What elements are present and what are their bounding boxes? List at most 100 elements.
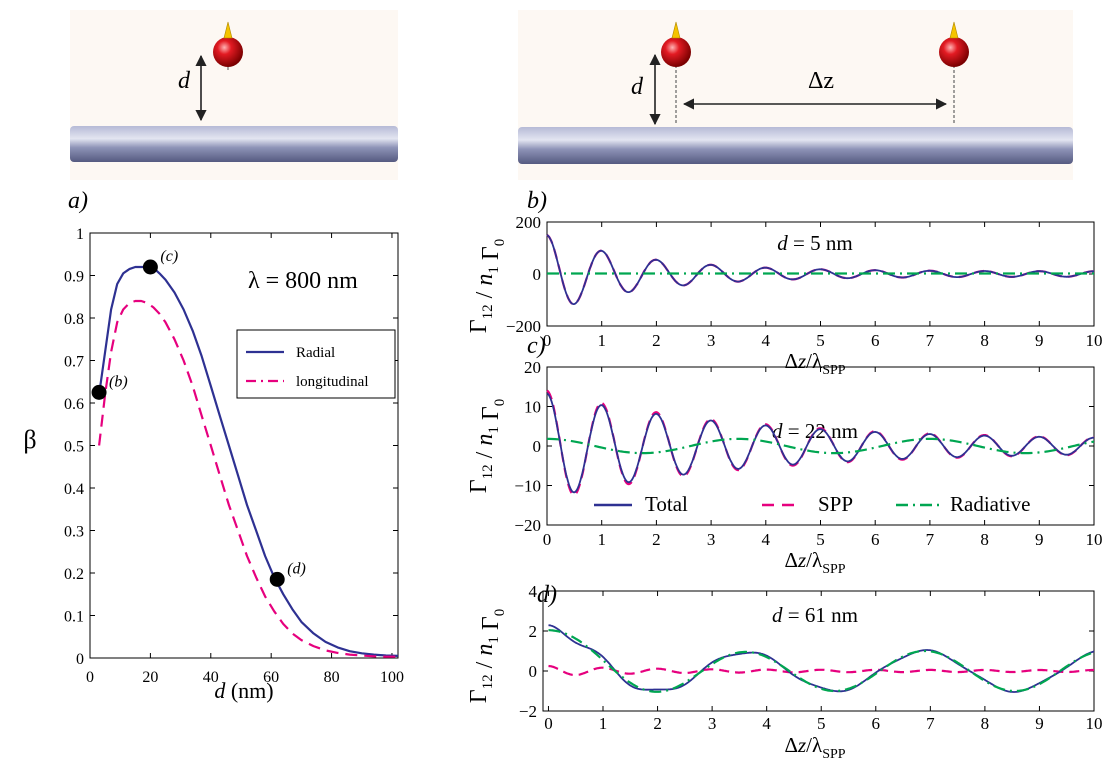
x-tick-label: 8	[981, 714, 990, 733]
atom-2	[939, 37, 969, 67]
distance-label: d	[178, 68, 191, 94]
y-tick-label: 20	[524, 358, 541, 377]
atom	[213, 37, 243, 67]
dipole-arrow-icon	[223, 21, 233, 39]
x-tick-label: 0	[86, 669, 94, 686]
x-tick-label: 4	[762, 714, 771, 733]
x-tick-label: 5	[817, 714, 826, 733]
x-tick-label: 9	[1035, 530, 1044, 549]
y-tick-label: 0	[76, 651, 84, 668]
y-tick-label: −2	[519, 702, 537, 721]
total-curve	[546, 234, 1094, 305]
legend-box	[236, 329, 396, 399]
x-tick-label: 7	[926, 714, 935, 733]
x-tick-label: 10	[1086, 331, 1103, 350]
marker-label: (c)	[160, 248, 178, 265]
x-tick-label: 7	[926, 530, 935, 549]
longitudinal-curve	[98, 299, 398, 658]
x-axis-label: Δz/λSPP	[784, 548, 845, 577]
x-tick-label: 9	[1035, 714, 1044, 733]
x-tick-label: 80	[324, 669, 340, 686]
x-tick-label: 7	[926, 331, 935, 350]
marker-point	[269, 571, 285, 587]
distance-annotation: d = 5 nm	[777, 231, 852, 255]
panel-label-d: d)	[537, 582, 557, 608]
x-tick-label: 4	[762, 530, 771, 549]
y-tick-label: 200	[516, 213, 542, 232]
y-tick-label: 0.8	[64, 311, 84, 328]
y-tick-label: 1	[76, 226, 84, 243]
x-tick-label: 0	[544, 714, 553, 733]
chart-beta: 0 20 40 60 80 100 0 0.1 0.2 0.3 0.4 0.5 0.6 0.7 0.8 0.9…	[23, 226, 404, 703]
distance-label: d	[631, 74, 644, 100]
spp-curve	[548, 664, 1095, 677]
schematic-single-atom: d	[70, 10, 398, 180]
y-tick-label: 0.9	[64, 269, 84, 286]
marker-label: (b)	[109, 373, 128, 390]
x-tick-label: 9	[1035, 331, 1044, 350]
y-tick-label: 4	[529, 582, 538, 601]
legend: Total SPP Radiative	[594, 492, 1030, 516]
marker-label: (d)	[287, 560, 306, 577]
radiative-curve	[548, 629, 1095, 693]
x-tick-label: 3	[707, 331, 716, 350]
y-tick-label: 0.3	[64, 524, 84, 541]
x-tick-label: 4	[762, 331, 771, 350]
x-tick-label: 2	[652, 331, 661, 350]
x-tick-label: 6	[871, 331, 880, 350]
x-tick-label: 10	[1086, 530, 1103, 549]
x-tick-label: 6	[872, 714, 881, 733]
legend: Radial longitudinal	[236, 329, 396, 399]
x-axis-label: Δz/λSPP	[784, 349, 845, 378]
y-tick-label: 0.1	[64, 609, 84, 626]
x-tick-label: 1	[597, 331, 606, 350]
y-tick-label: −20	[514, 516, 541, 535]
y-tick-label: 0	[533, 437, 542, 456]
schematic-two-atoms: d Δz	[518, 10, 1073, 180]
panel-label-c: c)	[527, 333, 546, 359]
y-axis-label: β	[23, 425, 36, 454]
legend-label-radial: Radial	[296, 345, 335, 361]
plot-frame	[542, 590, 1095, 712]
y-tick-label: 2	[529, 622, 538, 641]
panel-label-b: b)	[527, 188, 547, 214]
chart-d22: 0 1 2 3 4 5 6 7 8 9 10 −20 −10 0 10 20 Γ12 / n1 Γ0 Δz/λSP…	[466, 358, 1103, 577]
y-axis-label: Γ12 / n1 Γ0	[466, 399, 508, 493]
chart-d61: 0 1 2 3 4 5 6 7 8 9 10 −2 0 2 4 Γ12 / n1 Γ0 Δz/λSPP d = 6…	[466, 582, 1103, 762]
y-tick-label: 0.4	[64, 481, 84, 498]
radial-curve	[98, 265, 399, 657]
x-tick-label: 8	[980, 530, 989, 549]
separation-label: Δz	[808, 68, 834, 94]
distance-annotation: d = 61 nm	[772, 603, 858, 627]
x-tick-label: 5	[816, 331, 825, 350]
marker-point	[91, 384, 107, 400]
x-tick-label: 60	[263, 669, 279, 686]
y-tick-label: 0.7	[64, 354, 84, 371]
y-tick-label: 0.5	[64, 439, 84, 456]
x-axis-label: d (nm)	[214, 678, 273, 703]
dipole-arrow-icon	[949, 21, 959, 39]
x-axis-label: Δz/λSPP	[784, 733, 845, 762]
x-tick-label: 1	[597, 530, 606, 549]
y-tick-label: 0	[529, 662, 538, 681]
y-tick-label: 0.2	[64, 566, 84, 583]
y-tick-label: 0.6	[64, 396, 84, 413]
x-tick-label: 5	[816, 530, 825, 549]
y-axis-label: Γ12 / n1 Γ0	[466, 239, 508, 333]
y-axis-label: Γ12 / n1 Γ0	[466, 609, 508, 703]
legend-label-radiative: Radiative	[950, 492, 1030, 516]
distance-annotation: d = 22 nm	[772, 419, 858, 443]
nanowire	[70, 126, 398, 162]
x-tick-label: 2	[652, 530, 661, 549]
y-tick-label: 10	[524, 398, 541, 417]
panel-label-a: a)	[68, 188, 88, 214]
marker-point	[142, 259, 158, 275]
x-tick-label: 1	[599, 714, 608, 733]
x-tick-label: 0	[543, 331, 552, 350]
nanowire	[518, 127, 1073, 164]
y-tick-label: 0	[533, 265, 542, 284]
legend-label-spp: SPP	[818, 492, 853, 516]
y-tick-label: −10	[514, 477, 541, 496]
